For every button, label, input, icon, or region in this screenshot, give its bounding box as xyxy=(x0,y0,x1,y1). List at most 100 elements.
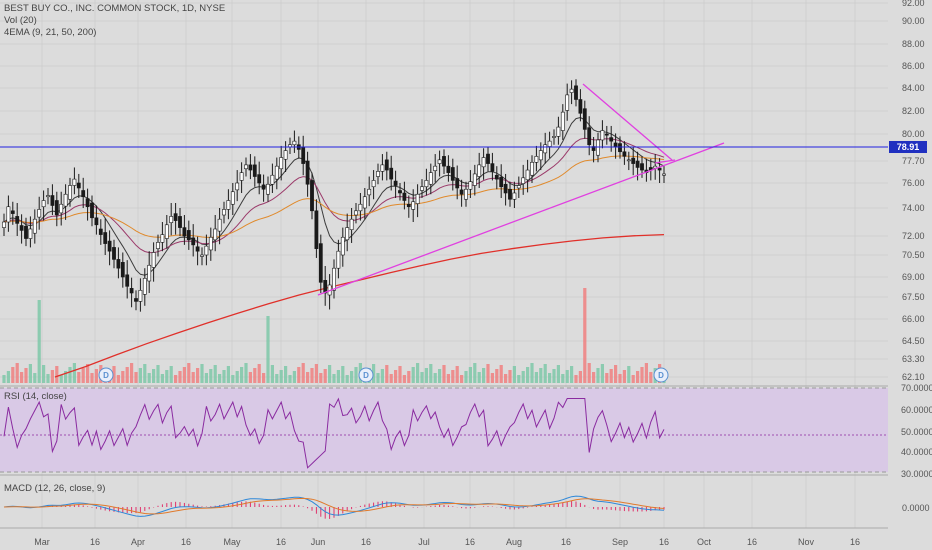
candle-body xyxy=(292,140,297,146)
candle-body xyxy=(464,188,468,200)
volume-bar xyxy=(134,372,138,383)
volume-bar xyxy=(543,364,547,383)
candle-body xyxy=(270,174,275,185)
rsi-tick-label: 60.0000 xyxy=(901,405,932,415)
candle-body xyxy=(120,262,125,278)
volume-bar xyxy=(266,316,270,383)
candle-body xyxy=(252,164,257,177)
candle-body xyxy=(301,147,306,164)
candle-body xyxy=(230,191,235,205)
candle-body xyxy=(499,176,504,188)
price-tick-label: 90.00 xyxy=(902,16,925,26)
volume-bar xyxy=(319,373,323,383)
candlesticks xyxy=(2,79,666,312)
volume-bar xyxy=(402,375,406,383)
volume-bar xyxy=(332,374,336,383)
dividend-badge-2[interactable]: D xyxy=(358,367,374,383)
volume-bar xyxy=(407,371,411,383)
candle-body xyxy=(173,213,178,221)
volume-bar xyxy=(235,371,239,383)
dividend-badge-1[interactable]: D xyxy=(98,367,114,383)
price-tick-label: 74.00 xyxy=(902,203,925,213)
time-tick-label: 16 xyxy=(181,537,191,547)
volume-bar xyxy=(28,364,32,383)
time-tick-label: Aug xyxy=(506,537,522,547)
time-tick-label: 16 xyxy=(361,537,371,547)
volume-bar xyxy=(288,375,292,383)
candle-body xyxy=(420,186,424,191)
volume-bar xyxy=(64,371,68,383)
candle-body xyxy=(261,184,266,190)
time-tick-label: Mar xyxy=(34,537,50,547)
candle-body xyxy=(283,150,288,160)
volume-bar xyxy=(455,366,459,383)
volume-bar xyxy=(301,363,305,383)
svg-text:D: D xyxy=(103,371,109,380)
volume-bar xyxy=(446,374,450,383)
volume-bar xyxy=(504,374,508,383)
volume-bar xyxy=(460,375,464,383)
candle-body xyxy=(486,153,490,164)
candle-body xyxy=(147,264,152,282)
volume-bar xyxy=(512,366,516,383)
candle-body xyxy=(384,159,389,171)
candle-body xyxy=(6,206,11,223)
candle-body xyxy=(459,189,464,195)
volume-bar xyxy=(499,365,503,383)
candle-body xyxy=(85,198,90,208)
price-tick-label: 70.50 xyxy=(902,250,925,260)
volume-bar xyxy=(477,372,481,383)
volume-bar xyxy=(521,371,525,383)
volume-bar xyxy=(649,372,653,383)
candle-body xyxy=(393,180,398,186)
price-tick-label: 69.00 xyxy=(902,272,925,282)
candle-body xyxy=(547,140,552,147)
time-tick-label: Sep xyxy=(612,537,628,547)
volume-bar xyxy=(570,366,574,383)
candle-body xyxy=(94,217,99,226)
volume-bar xyxy=(411,367,415,383)
candle-body xyxy=(10,210,15,214)
volume-bar xyxy=(380,369,384,383)
candle-body xyxy=(596,139,600,156)
candle-body xyxy=(494,174,499,180)
volume-bar xyxy=(90,373,94,383)
dividend-badge-3[interactable]: D xyxy=(653,367,669,383)
price-tick-label: 66.00 xyxy=(902,314,925,324)
volume-bar xyxy=(306,372,310,383)
candle-body xyxy=(446,165,451,173)
volume-bar xyxy=(451,370,455,383)
volume-bar xyxy=(11,367,15,383)
candle-body xyxy=(604,133,609,136)
price-panel[interactable] xyxy=(0,0,888,386)
candle-body xyxy=(490,163,495,172)
volume-bar xyxy=(534,372,538,383)
volume-bar xyxy=(565,370,569,383)
candle-body xyxy=(138,290,143,302)
volume-bar xyxy=(248,372,252,383)
volume-bar xyxy=(539,368,543,383)
volume-bar xyxy=(517,375,521,383)
candle-body xyxy=(340,236,345,256)
candle-body xyxy=(556,126,561,137)
volume-bar xyxy=(116,375,120,383)
candle-body xyxy=(609,137,614,142)
volume-bar xyxy=(292,371,296,383)
svg-text:D: D xyxy=(658,371,664,380)
volume-bar xyxy=(429,364,433,383)
volume-bar xyxy=(622,370,626,383)
candle-body xyxy=(534,156,539,163)
volume-bar xyxy=(147,373,151,383)
candle-body xyxy=(59,203,64,214)
volume-bar xyxy=(420,372,424,383)
volume-bar xyxy=(394,370,398,383)
volume-bar xyxy=(196,368,200,383)
volume-bar xyxy=(187,363,191,383)
candle-body xyxy=(103,232,108,244)
candle-body xyxy=(129,288,134,294)
volume-bar xyxy=(354,367,358,383)
volume-bar xyxy=(209,369,213,383)
candle-body xyxy=(46,195,50,198)
candle-body xyxy=(512,192,517,200)
